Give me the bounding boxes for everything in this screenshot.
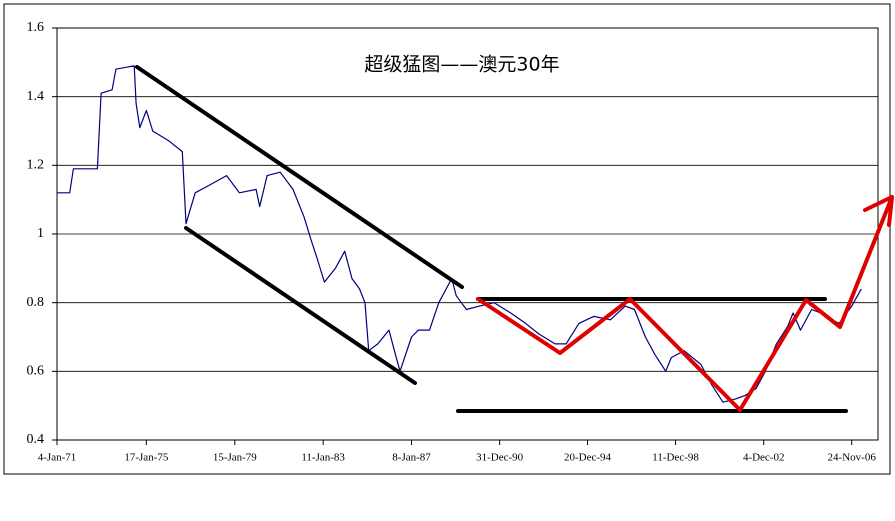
x-tick-label: 8-Jan-87 bbox=[392, 452, 431, 464]
channel-line bbox=[135, 65, 464, 289]
channel-line bbox=[184, 226, 417, 385]
plot bbox=[57, 65, 862, 403]
y-tick-label: 0.8 bbox=[27, 295, 45, 310]
x-tick-label: 15-Jan-79 bbox=[213, 452, 257, 464]
x-tick-label: 31-Dec-90 bbox=[476, 452, 524, 464]
x-tick-label: 4-Jan-71 bbox=[38, 452, 77, 464]
y-tick-label: 1.6 bbox=[27, 20, 45, 35]
price-line bbox=[57, 65, 862, 403]
y-tick-label: 1 bbox=[37, 226, 44, 241]
x-tick-label: 24-Nov-06 bbox=[828, 452, 877, 464]
x-tick-label: 11-Dec-98 bbox=[652, 452, 699, 464]
y-tick-label: 1.2 bbox=[27, 158, 45, 173]
chart-title: 超级猛图——澳元30年 bbox=[364, 54, 559, 76]
y-tick-label: 1.4 bbox=[27, 89, 45, 104]
chart-frame bbox=[3, 3, 891, 475]
x-tick-label: 20-Dec-94 bbox=[564, 452, 612, 464]
annotations bbox=[135, 65, 894, 413]
x-tick-label: 17-Jan-75 bbox=[124, 452, 168, 464]
x-tick-label: 4-Dec-02 bbox=[743, 452, 785, 464]
arrow-head bbox=[863, 195, 894, 227]
y-tick-label: 0.6 bbox=[27, 364, 45, 379]
x-tick-label: 11-Jan-83 bbox=[301, 452, 345, 464]
y-tick-label: 0.4 bbox=[27, 432, 45, 447]
trend-arrow bbox=[476, 195, 894, 412]
